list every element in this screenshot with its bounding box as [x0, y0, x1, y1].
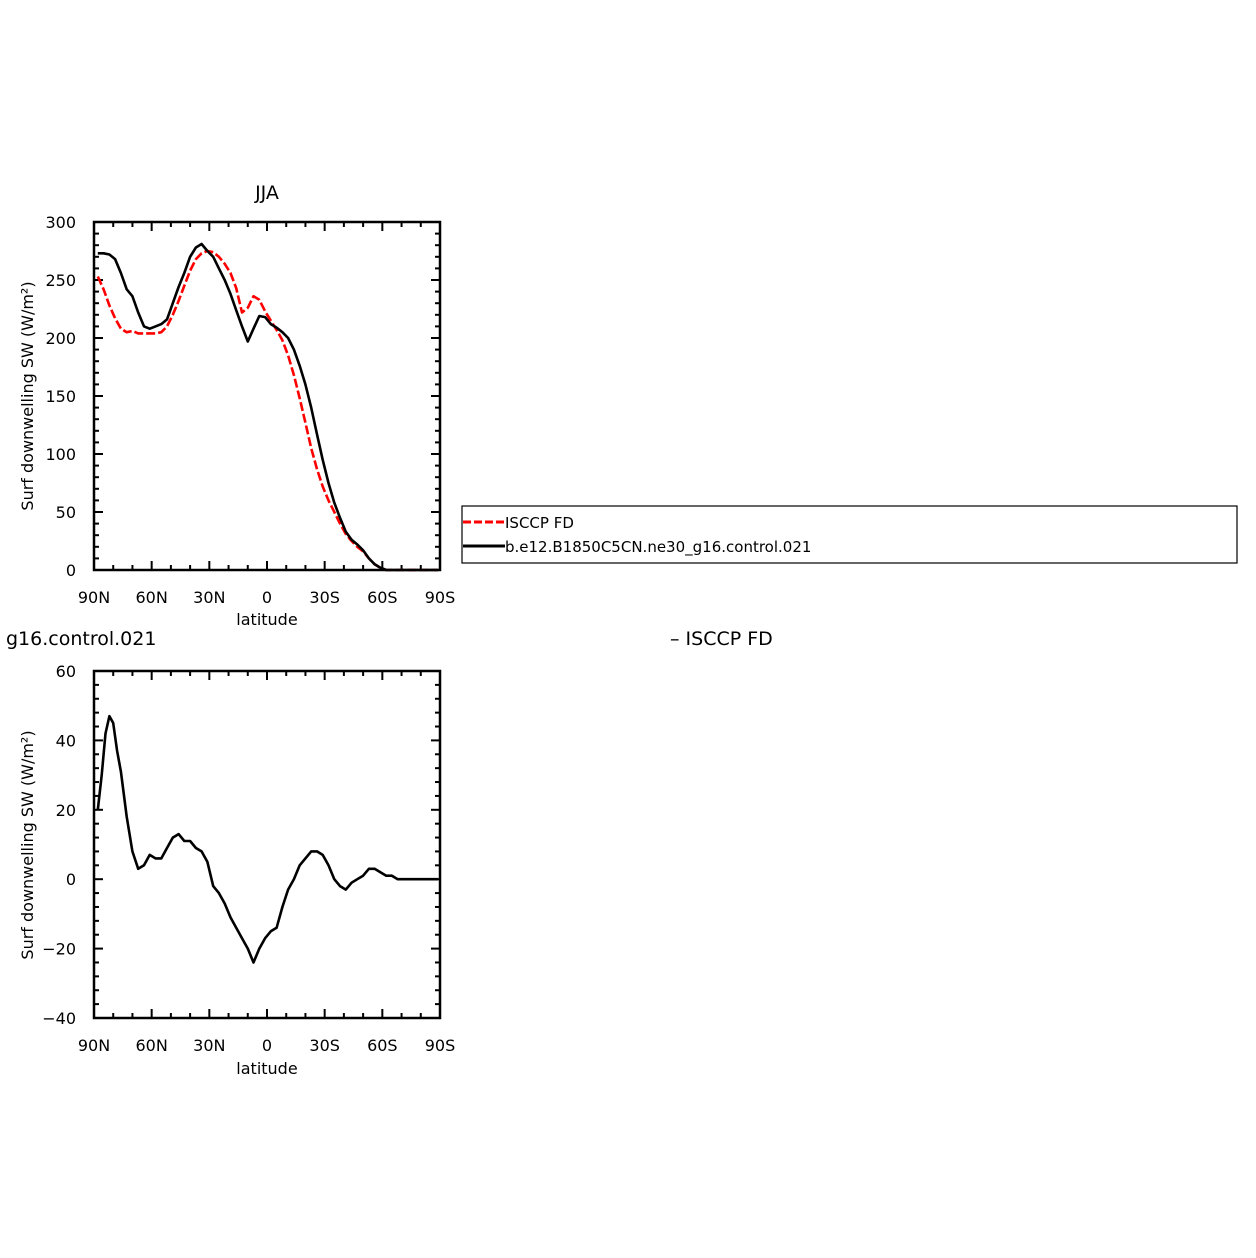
legend-box — [461, 505, 1238, 564]
y-tick-label: 0 — [66, 870, 76, 889]
y-tick-label: 150 — [45, 387, 76, 406]
x-tick-label: 60N — [136, 588, 168, 607]
top-panel-series — [96, 242, 439, 572]
bottom-plot-frame — [92, 669, 442, 1020]
x-tick-label: 0 — [262, 588, 272, 607]
legend-label-isccp: ISCCP FD — [505, 514, 574, 532]
legend-label-model: b.e12.B1850C5CN.ne30_g16.control.021 — [505, 538, 811, 557]
y-tick-label: 50 — [56, 503, 76, 522]
y-tick-label: −20 — [42, 940, 76, 959]
x-tick-label: 0 — [262, 1036, 272, 1055]
x-tick-label: 90S — [425, 1036, 456, 1055]
top-y-axis-label: Surf downwelling SW (W/m²) — [18, 281, 37, 510]
legend: ISCCP FD b.e12.B1850C5CN.ne30_g16.contro… — [461, 505, 1238, 564]
x-tick-label: 30N — [193, 588, 225, 607]
y-tick-label: 250 — [45, 271, 76, 290]
bottom-series-line-0 — [96, 714, 439, 964]
y-tick-label: 40 — [56, 731, 76, 750]
y-tick-label: 0 — [66, 561, 76, 580]
x-tick-label: 30S — [309, 1036, 340, 1055]
bottom-panel-ticks — [93, 670, 441, 1019]
y-tick-label: 20 — [56, 801, 76, 820]
bottom-y-axis-label: Surf downwelling SW (W/m²) — [18, 730, 37, 959]
x-tick-label: 90N — [78, 588, 110, 607]
top-panel-ticks — [93, 221, 441, 571]
top-panel-tick-labels: 90N 60N 30N 0 30S 60S 90S 0 50 100 150 200 250 300 — [45, 213, 455, 607]
x-tick-label: 30N — [193, 1036, 225, 1055]
y-tick-label: 200 — [45, 329, 76, 348]
x-tick-label: 60S — [367, 588, 398, 607]
bottom-panel-right-title: – ISCCP FD — [670, 628, 773, 650]
bottom-panel: g16.control.021 – ISCCP FD 90N 60N 30N 0 30S… — [6, 628, 773, 1078]
bottom-x-axis-label: latitude — [236, 1059, 297, 1078]
y-tick-label: 60 — [56, 662, 76, 681]
top-x-axis-label: latitude — [236, 610, 297, 629]
top-plot-frame — [92, 220, 442, 572]
y-tick-label: −40 — [42, 1009, 76, 1028]
top-series-line-1 — [97, 242, 439, 572]
x-tick-label: 30S — [309, 588, 340, 607]
x-tick-label: 60S — [367, 1036, 398, 1055]
top-panel: JJA 90N 60N 30N 0 30S 60S 90S 0 50 100 150 200 250 30… — [18, 182, 455, 629]
top-series-line-0 — [96, 249, 439, 572]
y-tick-label: 300 — [45, 213, 76, 232]
bottom-panel-series — [96, 714, 439, 964]
y-tick-label: 100 — [45, 445, 76, 464]
x-tick-label: 90N — [78, 1036, 110, 1055]
top-panel-title: JJA — [254, 182, 279, 204]
x-tick-label: 90S — [425, 588, 456, 607]
bottom-panel-tick-labels: 90N 60N 30N 0 30S 60S 90S −40 −20 0 20 40 60 — [42, 662, 455, 1055]
bottom-panel-left-title: g16.control.021 — [6, 628, 156, 650]
x-tick-label: 60N — [136, 1036, 168, 1055]
